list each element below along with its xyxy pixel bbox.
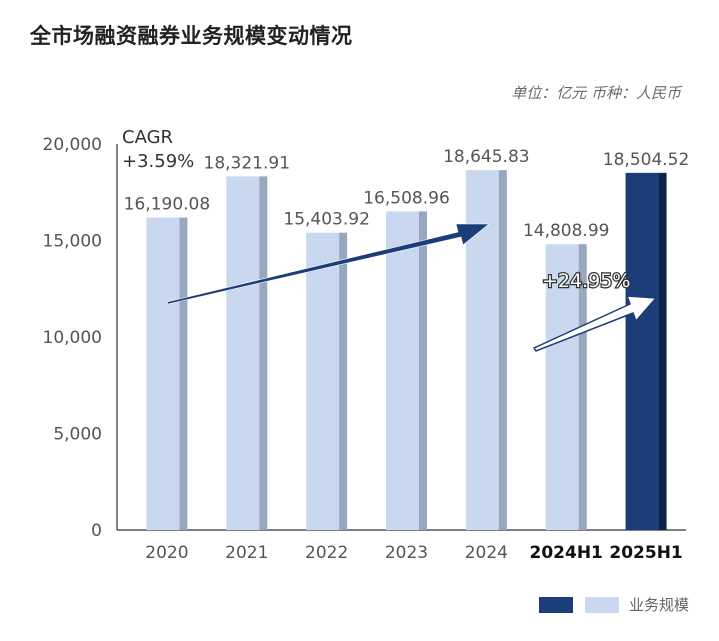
- cagr-arrow: [166, 223, 490, 305]
- bar-value-label: 15,403.92: [283, 210, 370, 230]
- chart-title: 全市场融资融券业务规模变动情况: [30, 24, 353, 48]
- bar: [146, 217, 180, 530]
- bar-shade: [419, 211, 427, 530]
- y-tick-label: 0: [91, 521, 102, 541]
- legend-label: 业务规模: [628, 596, 689, 614]
- growth-value: +24.95%: [542, 270, 630, 292]
- bar-shade: [658, 172, 667, 530]
- legend-swatch-light: [584, 596, 619, 613]
- x-tick-label: 2022: [305, 543, 348, 563]
- y-tick-label: 10,000: [43, 328, 102, 348]
- bar-value-label: 16,508.96: [363, 188, 450, 208]
- bar: [226, 176, 260, 530]
- x-tick-label: 2020: [145, 543, 188, 563]
- bar: [625, 172, 659, 530]
- cagr-label: CAGR: [122, 127, 173, 148]
- x-tick-label: 2023: [385, 543, 428, 563]
- bar: [545, 244, 579, 530]
- y-tick-label: 15,000: [43, 232, 102, 252]
- y-tick-label: 20,000: [43, 135, 102, 155]
- x-tick-label: 2025H1: [609, 543, 682, 563]
- bar: [386, 211, 419, 530]
- bar-shade: [179, 217, 188, 530]
- legend-swatch-dark: [538, 596, 573, 613]
- bar-shade: [259, 176, 268, 530]
- bar-value-label: 14,808.99: [523, 221, 610, 241]
- legend: 业务规模: [538, 594, 689, 615]
- growth-arrow: [532, 295, 658, 352]
- bar-value-label: 18,645.83: [443, 147, 530, 167]
- bar-value-label: 18,321.91: [204, 153, 291, 173]
- x-tick-label: 2024: [465, 543, 508, 563]
- y-tick-label: 5,000: [53, 425, 102, 445]
- x-tick-label: 2024H1: [530, 543, 603, 563]
- bar-shade: [498, 170, 507, 530]
- bar: [306, 232, 340, 530]
- bar-shade: [339, 232, 348, 530]
- bar-value-label: 18,504.52: [603, 150, 690, 170]
- bar-shade: [578, 244, 587, 530]
- x-tick-label: 2021: [225, 543, 268, 563]
- cagr-value: +3.59%: [122, 151, 194, 172]
- bar-value-label: 16,190.08: [124, 195, 211, 215]
- unit-label: 单位：亿元 币种：人民币: [511, 84, 681, 102]
